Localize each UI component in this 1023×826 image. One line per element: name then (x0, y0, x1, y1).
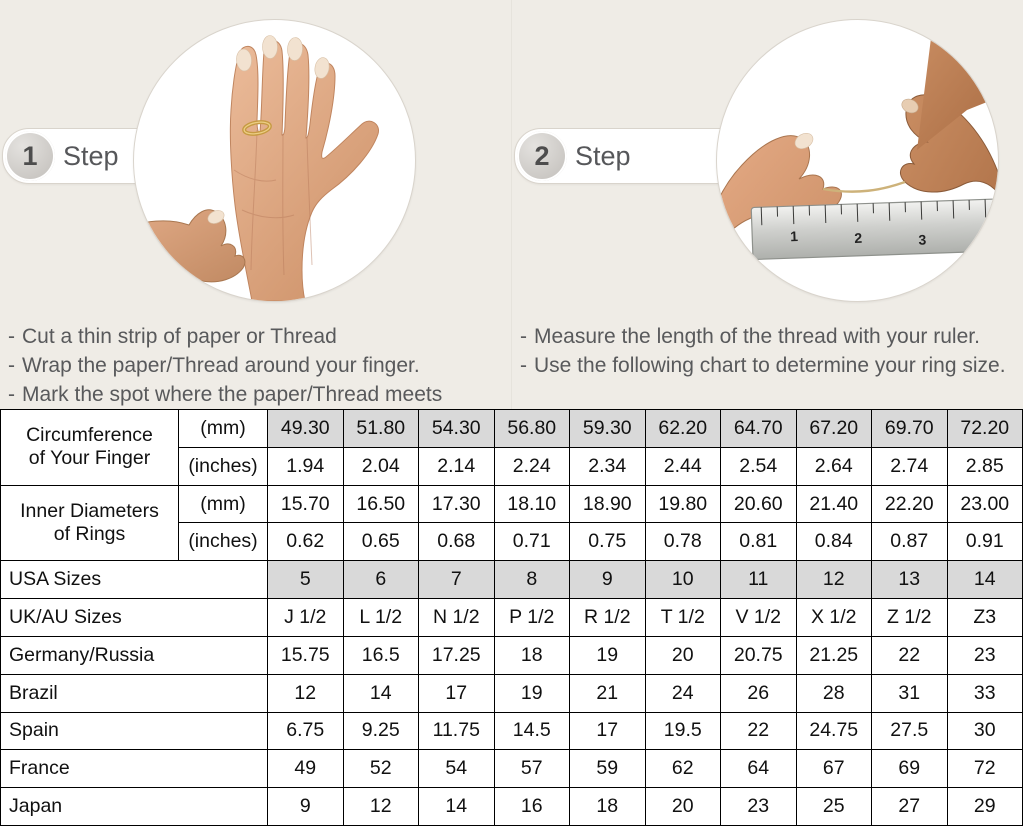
svg-text:3: 3 (918, 231, 927, 247)
svg-text:1: 1 (790, 228, 799, 244)
svg-text:2: 2 (854, 230, 863, 246)
